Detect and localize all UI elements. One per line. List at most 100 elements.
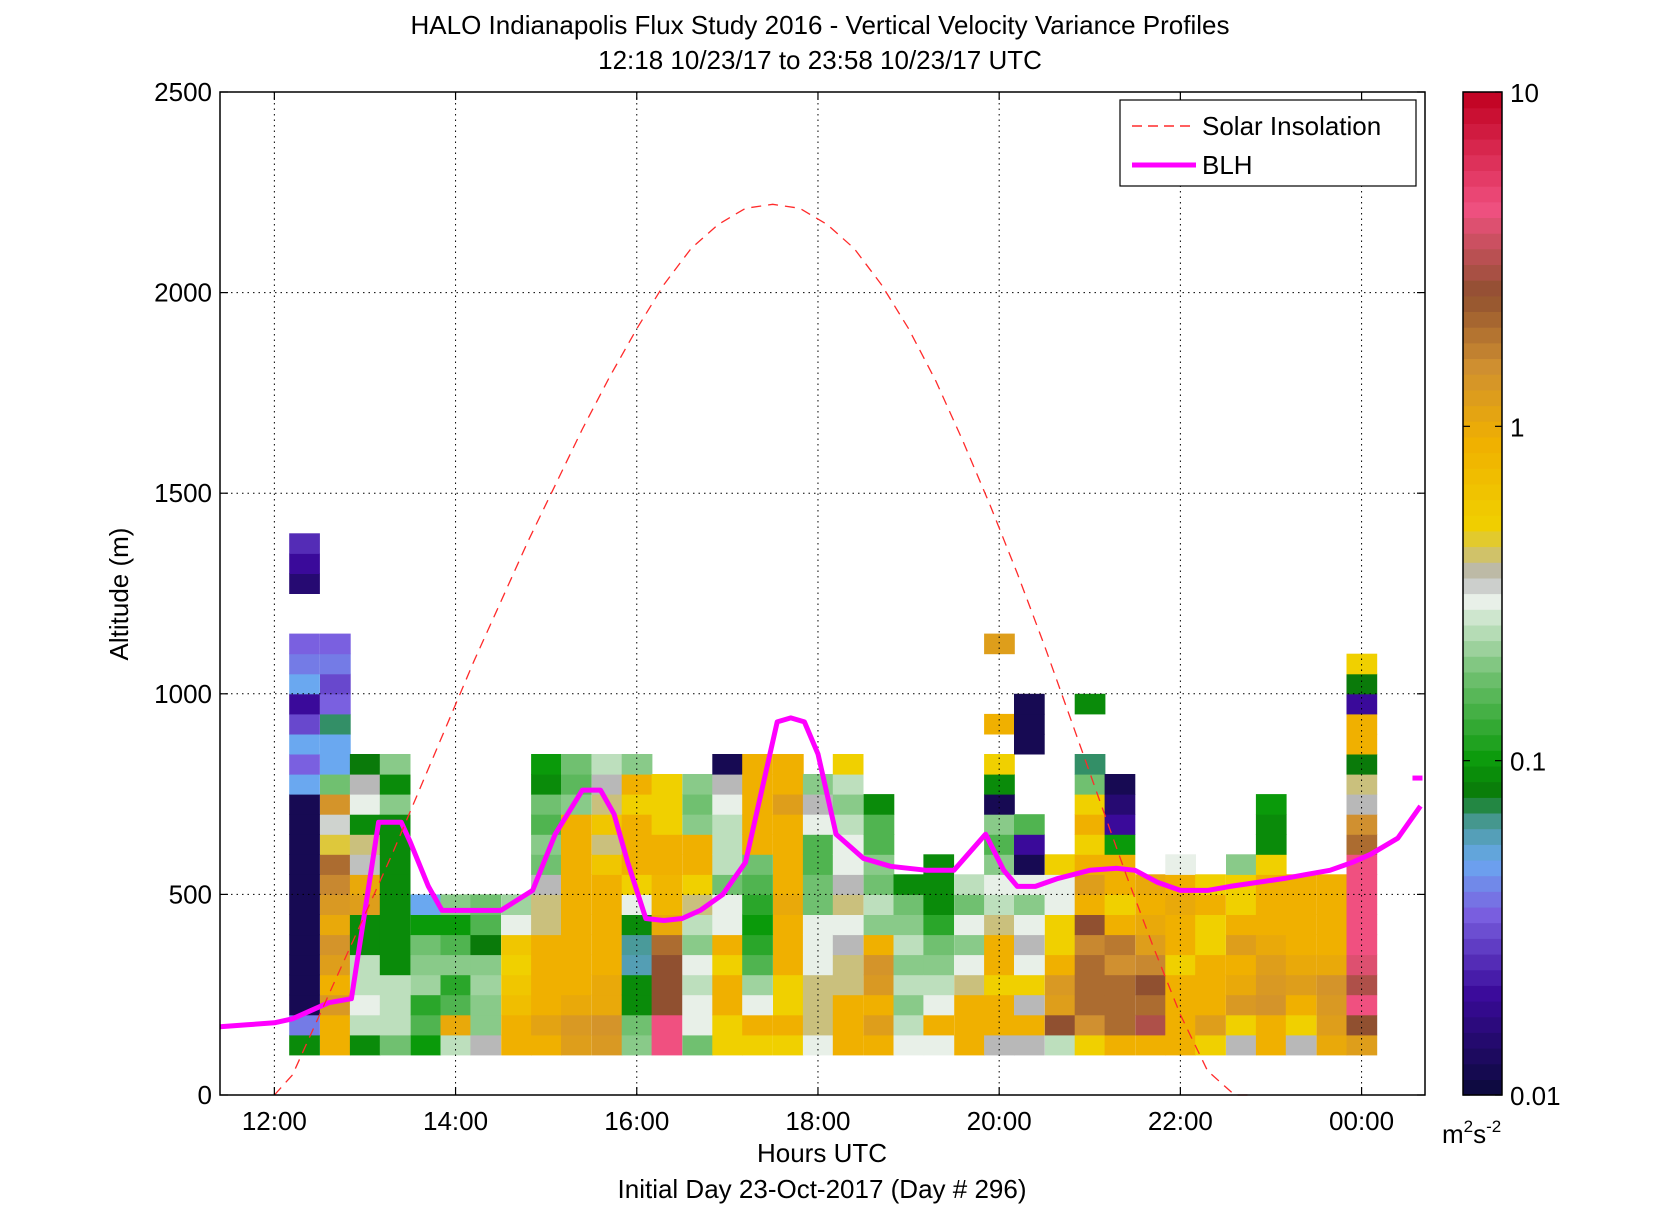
heatmap-cell — [742, 774, 773, 795]
heatmap-cell — [1195, 994, 1226, 1016]
heatmap-cell — [320, 894, 351, 915]
heatmap-cell — [289, 974, 320, 996]
colorbar-band — [1463, 1016, 1502, 1033]
heatmap-cell — [1044, 914, 1076, 936]
colorbar-band — [1463, 781, 1502, 798]
heatmap-cell — [802, 1034, 834, 1056]
heatmap-cell — [742, 974, 773, 996]
colorbar-band — [1463, 640, 1502, 657]
heatmap-cell — [289, 673, 320, 695]
heatmap-cell — [1104, 794, 1136, 815]
heatmap-cell — [1104, 814, 1136, 835]
heatmap-cell — [289, 533, 320, 554]
heatmap-cell — [863, 1014, 895, 1036]
colorbar-band — [1463, 859, 1502, 877]
colorbar-band — [1463, 718, 1502, 736]
heatmap-cell — [1285, 894, 1317, 915]
series-line-blh — [219, 715, 1423, 1030]
heatmap-cell — [349, 1014, 381, 1036]
heatmap-cell — [954, 874, 985, 895]
x-tick-label: 22:00 — [1148, 1106, 1213, 1136]
heatmap-cell — [1135, 954, 1167, 976]
heatmap-cell — [561, 1034, 592, 1056]
heatmap-cell — [320, 774, 351, 795]
heatmap-cell — [863, 914, 895, 936]
heatmap-cell — [712, 754, 743, 775]
heatmap-cell — [501, 914, 532, 936]
colorbar-band — [1463, 546, 1502, 563]
colorbar-band — [1463, 233, 1502, 250]
heatmap-cells — [289, 533, 1378, 1056]
heatmap-cell — [531, 954, 562, 976]
heatmap-cell — [1195, 894, 1226, 915]
heatmap-cell — [320, 754, 351, 775]
heatmap-cell — [682, 914, 714, 936]
heatmap-cell — [893, 914, 925, 936]
heatmap-cell — [379, 954, 411, 976]
heatmap-cell — [863, 834, 895, 855]
heatmap-cell — [832, 794, 864, 815]
heatmap-cell — [531, 934, 562, 956]
y-tick-label: 1500 — [154, 478, 212, 508]
heatmap-cell — [863, 794, 895, 815]
heatmap-cell — [410, 1034, 442, 1056]
heatmap-cell — [832, 1034, 864, 1056]
colorbar-band — [1463, 656, 1502, 673]
heatmap-cell — [742, 814, 773, 835]
plot-area: 12:00 14:00 16:00 18:00 20:00 22:00 00:00 0 500… — [154, 77, 1426, 1136]
colorbar-band — [1463, 891, 1502, 908]
heatmap-cell — [320, 653, 351, 675]
x-tick-label: 12:00 — [242, 1106, 307, 1136]
series-lines — [219, 203, 1423, 1096]
heatmap-cell — [470, 994, 502, 1016]
heatmap-cell — [984, 713, 1015, 735]
heatmap-cell — [1195, 974, 1226, 996]
heatmap-cell — [682, 774, 714, 795]
heatmap-cell — [1074, 814, 1106, 835]
heatmap-cell — [1226, 994, 1257, 1016]
heatmap-cell — [832, 934, 864, 956]
heatmap-cell — [1195, 1014, 1226, 1036]
colorbar-band — [1463, 248, 1502, 265]
heatmap-cell — [621, 1034, 653, 1056]
heatmap-cell — [410, 954, 442, 976]
heatmap-cell — [1014, 954, 1045, 976]
heatmap-cell — [1255, 974, 1287, 996]
heatmap-cell — [501, 1014, 532, 1036]
heatmap-cell — [1044, 974, 1076, 996]
heatmap-cell — [712, 894, 743, 915]
heatmap-cell — [1316, 914, 1348, 936]
heatmap-cell — [1346, 834, 1378, 855]
heatmap-cell — [682, 934, 714, 956]
heatmap-cell — [591, 974, 623, 996]
heatmap-cell — [289, 954, 320, 976]
heatmap-cell — [742, 994, 773, 1016]
heatmap-cell — [1316, 994, 1348, 1016]
heatmap-cell — [561, 974, 592, 996]
heatmap-cell — [893, 894, 925, 915]
heatmap-cell — [379, 754, 411, 775]
heatmap-cell — [1044, 1034, 1076, 1056]
heatmap-cell — [1014, 974, 1045, 996]
grid-lines — [220, 91, 1425, 1096]
heatmap-cell — [440, 1014, 472, 1036]
heatmap-cell — [802, 954, 834, 976]
heatmap-cell — [379, 854, 411, 875]
heatmap-cell — [289, 1034, 320, 1056]
heatmap-cell — [591, 914, 623, 936]
colorbar-band — [1463, 92, 1502, 109]
heatmap-cell — [802, 974, 834, 996]
colorbar-band — [1463, 797, 1502, 814]
heatmap-cell — [832, 754, 864, 775]
heatmap-cell — [651, 834, 683, 855]
colorbar-band — [1463, 609, 1502, 626]
heatmap-cell — [470, 974, 502, 996]
heatmap-cell — [923, 914, 955, 936]
y-tick-label: 500 — [169, 879, 212, 909]
heatmap-cell — [1255, 854, 1287, 875]
heatmap-cell — [712, 974, 743, 996]
heatmap-cell — [410, 934, 442, 956]
colorbar-band — [1463, 389, 1502, 407]
heatmap-cell — [984, 954, 1015, 976]
x-tick-label: 16:00 — [604, 1106, 669, 1136]
